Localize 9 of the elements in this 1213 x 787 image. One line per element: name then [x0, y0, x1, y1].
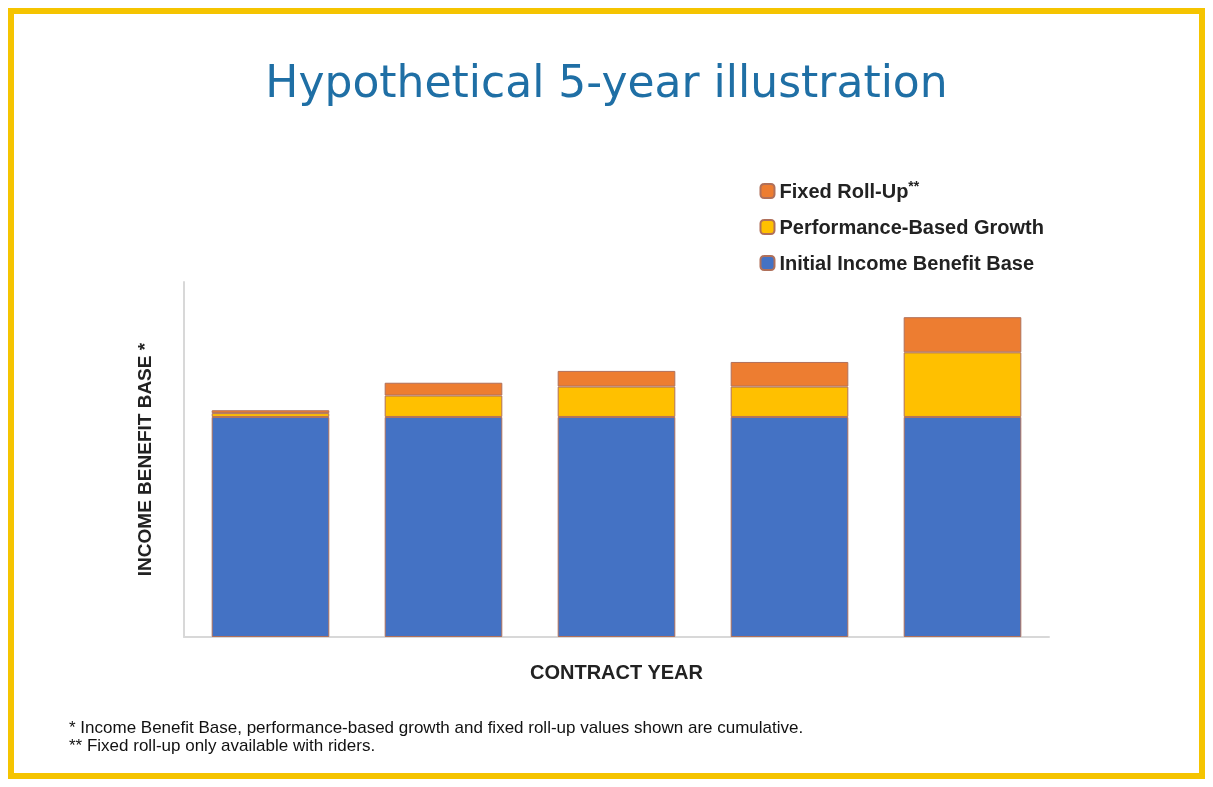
y-axis-title: INCOME BENEFIT BASE *: [134, 342, 155, 577]
legend-label: Fixed Roll-Up**: [779, 178, 920, 202]
x-axis-title: CONTRACT YEAR: [530, 661, 704, 683]
text: ** Fixed roll-up only available with riders.: [69, 736, 376, 755]
chart-title: Hypothetical 5-year illustration: [265, 55, 948, 107]
legend-label: Performance-Based Growth: [779, 216, 1044, 238]
legend-label: Initial Income Benefit Base: [779, 252, 1034, 274]
text: * Income Benefit Base, performance-based growth and fixed roll-up values shown are cumulative.: [69, 718, 804, 737]
bar: [211, 416, 330, 637]
